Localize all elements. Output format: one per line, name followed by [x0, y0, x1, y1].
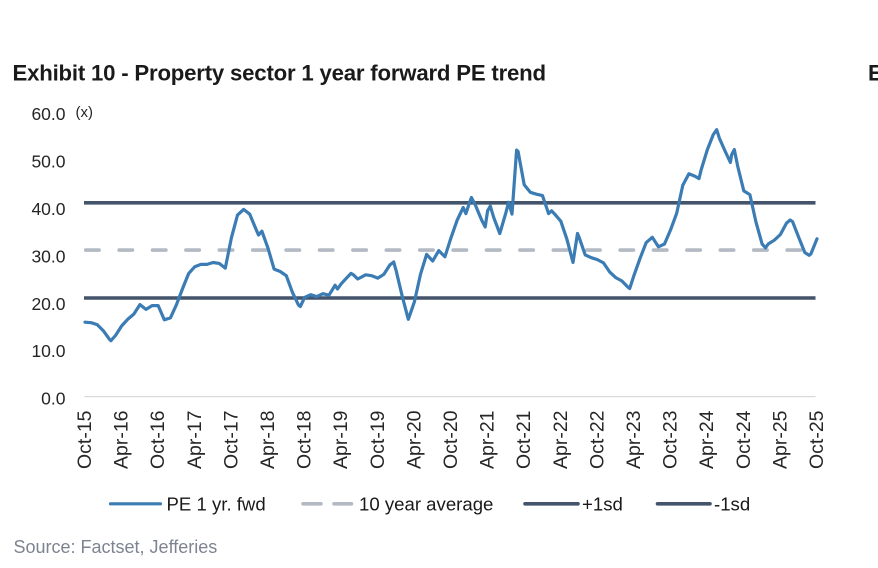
svg-text:Oct-16: Oct-16	[147, 410, 169, 469]
svg-text:10 year average: 10 year average	[359, 493, 493, 514]
svg-text:+1sd: +1sd	[582, 493, 623, 514]
svg-text:Apr-18: Apr-18	[257, 410, 279, 469]
svg-text:(x): (x)	[76, 104, 94, 121]
svg-text:Apr-22: Apr-22	[550, 410, 572, 469]
svg-text:Oct-25: Oct-25	[806, 410, 828, 469]
svg-text:Apr-16: Apr-16	[111, 410, 133, 469]
svg-text:Oct-23: Oct-23	[660, 410, 682, 469]
svg-text:20.0: 20.0	[31, 294, 65, 314]
svg-text:Apr-25: Apr-25	[769, 410, 791, 469]
svg-text:0.0: 0.0	[41, 389, 66, 409]
svg-text:PE 1 yr. fwd: PE 1 yr. fwd	[167, 493, 266, 514]
svg-text:10.0: 10.0	[31, 341, 65, 361]
svg-text:30.0: 30.0	[31, 246, 65, 266]
svg-text:Source: Factset, Jefferies: Source: Factset, Jefferies	[14, 537, 218, 557]
svg-text:Oct-20: Oct-20	[440, 410, 462, 469]
svg-text:Apr-17: Apr-17	[184, 410, 206, 469]
svg-text:50.0: 50.0	[31, 152, 65, 172]
svg-text:Oct-19: Oct-19	[367, 410, 389, 469]
svg-text:Oct-24: Oct-24	[733, 410, 755, 469]
svg-text:Apr-19: Apr-19	[330, 410, 352, 469]
svg-text:Oct-21: Oct-21	[513, 410, 535, 469]
svg-text:Oct-22: Oct-22	[586, 410, 608, 469]
svg-text:Apr-20: Apr-20	[403, 410, 425, 469]
svg-text:Exhibit: Exhibit	[868, 61, 878, 86]
svg-text:60.0: 60.0	[31, 104, 65, 124]
svg-text:Oct-17: Oct-17	[220, 410, 242, 469]
svg-text:Oct-18: Oct-18	[294, 410, 316, 469]
svg-text:Oct-15: Oct-15	[74, 410, 96, 469]
svg-text:Apr-23: Apr-23	[623, 410, 645, 469]
svg-text:Apr-21: Apr-21	[477, 410, 499, 469]
svg-text:Exhibit 10 - Property sector 1: Exhibit 10 - Property sector 1 year forw…	[13, 61, 546, 86]
svg-text:Apr-24: Apr-24	[696, 410, 718, 469]
svg-text:40.0: 40.0	[31, 199, 65, 219]
svg-text:-1sd: -1sd	[714, 493, 750, 514]
